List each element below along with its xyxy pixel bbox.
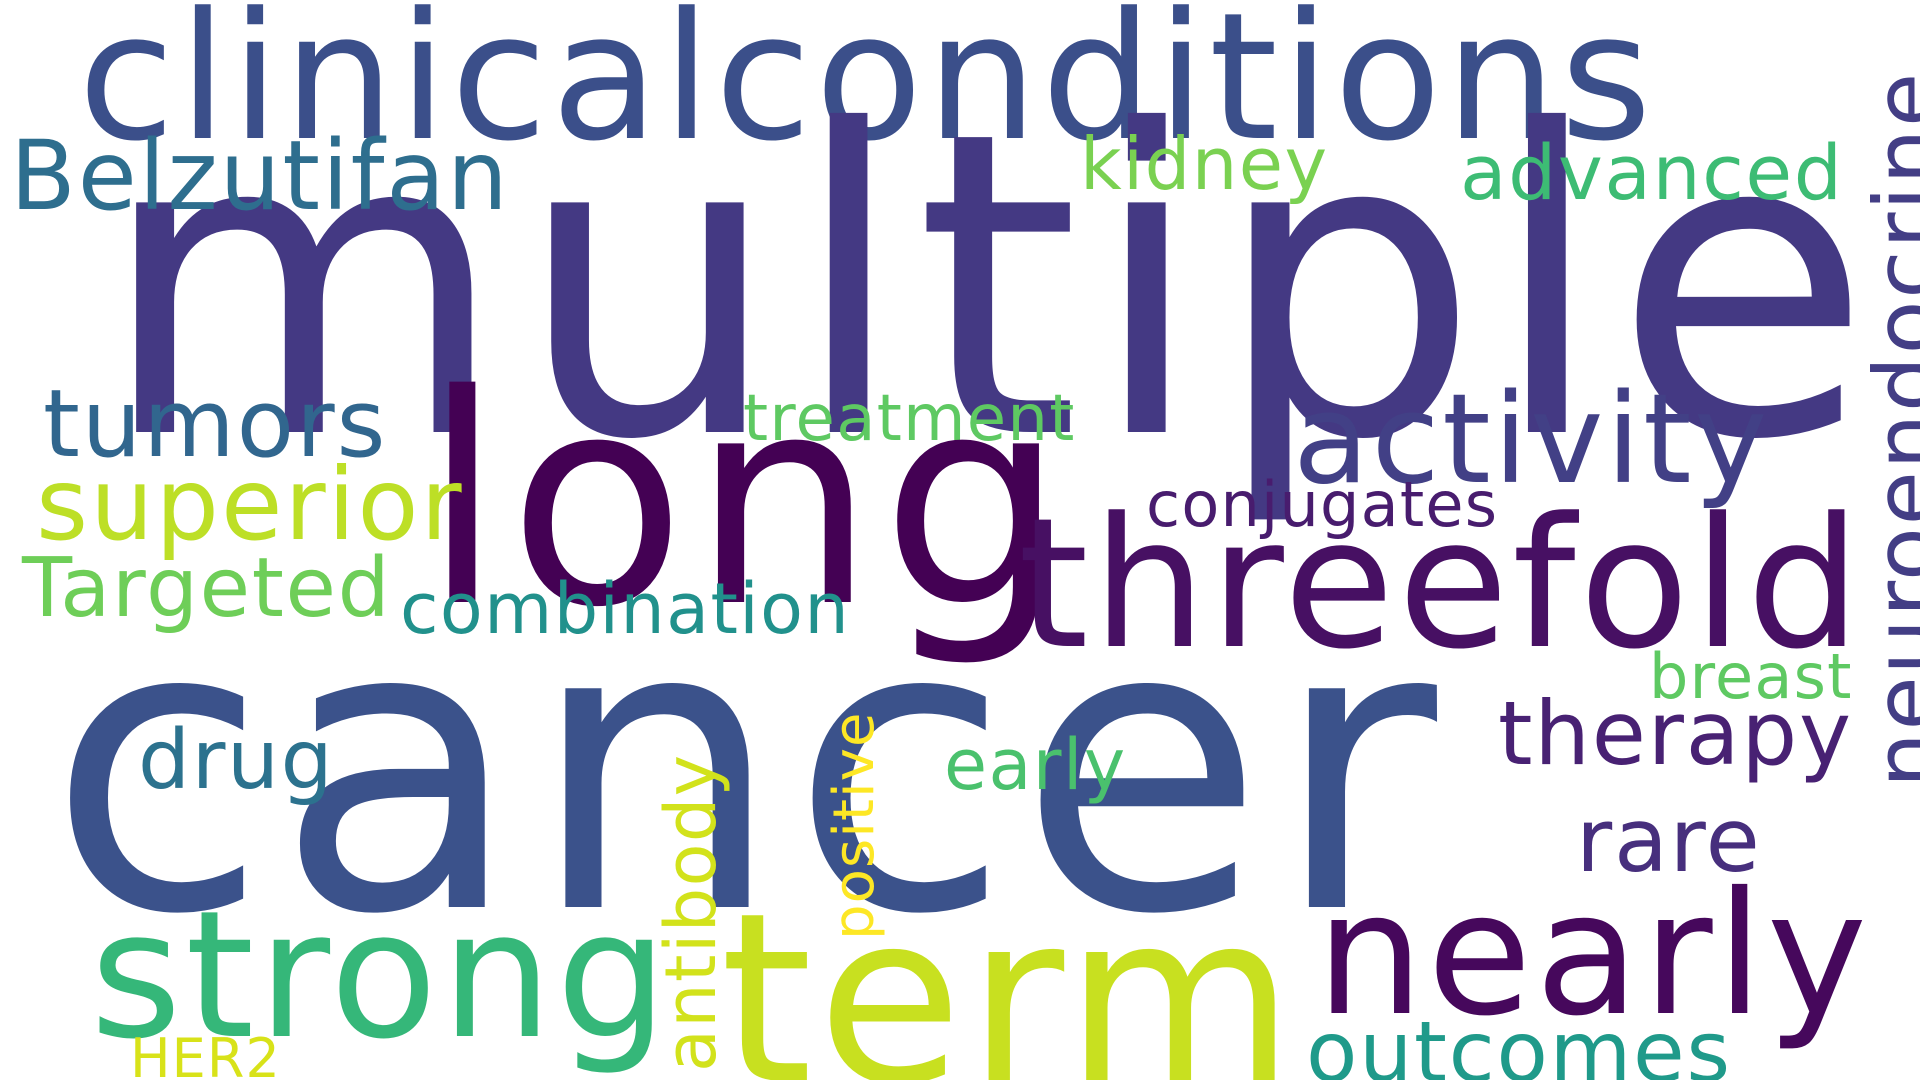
word-nearly: nearly bbox=[1316, 856, 1871, 1054]
word-targeted: Targeted bbox=[22, 541, 392, 636]
word-strong: strong bbox=[90, 873, 672, 1078]
word-early: early bbox=[944, 724, 1127, 806]
word-therapy: therapy bbox=[1498, 682, 1853, 785]
word-outcomes: outcomes bbox=[1306, 1003, 1732, 1080]
word-tumors: tumors bbox=[43, 370, 388, 479]
word-term: term bbox=[720, 862, 1300, 1080]
word-treatment: treatment bbox=[743, 382, 1076, 456]
word-threefold: threefold bbox=[1018, 480, 1865, 689]
word-combination: combination bbox=[400, 568, 851, 650]
word-conjugates: conjugates bbox=[1146, 468, 1499, 541]
word-superior: superior bbox=[36, 446, 464, 563]
word-her2: HER2 bbox=[130, 1027, 281, 1080]
word-breast: breast bbox=[1649, 640, 1853, 713]
word-rare: rare bbox=[1576, 789, 1762, 892]
word-long: long bbox=[422, 334, 1072, 671]
word-activity: activity bbox=[1293, 368, 1770, 512]
word-kidney: kidney bbox=[1080, 122, 1329, 206]
word-advanced: advanced bbox=[1460, 128, 1844, 217]
word-clinicalconditions: clinicalconditions bbox=[78, 0, 1656, 180]
word-belzutifan: Belzutifan bbox=[10, 120, 510, 232]
word-multiple: multiple bbox=[98, 43, 1881, 532]
word-cancer: cancer bbox=[48, 537, 1446, 1002]
word-neuroendocrine: neuroendocrine bbox=[1855, 71, 1920, 788]
word-drug: drug bbox=[138, 713, 335, 808]
